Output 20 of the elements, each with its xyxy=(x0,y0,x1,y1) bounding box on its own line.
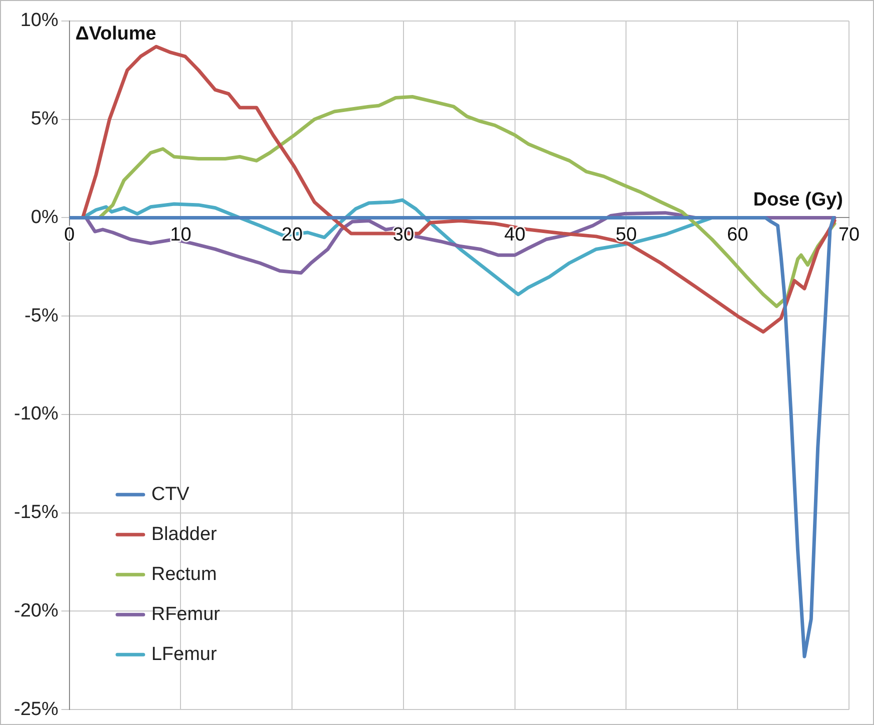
y-tick-label: 0% xyxy=(30,206,58,228)
y-tick-label: -25% xyxy=(14,698,58,720)
y-axis-title: ΔVolume xyxy=(75,24,156,45)
legend-label: Rectum xyxy=(151,564,217,585)
x-axis-title: Dose (Gy) xyxy=(753,189,843,210)
y-tick-label: -15% xyxy=(14,502,58,524)
y-tick-label: -20% xyxy=(14,600,58,622)
legend-label: Bladder xyxy=(151,524,218,545)
legend-label: RFemur xyxy=(151,604,221,625)
x-tick-label: 70 xyxy=(838,224,860,246)
y-tick-label: -10% xyxy=(14,404,58,425)
y-tick-label: 5% xyxy=(30,108,58,130)
legend-label: LFemur xyxy=(151,644,218,665)
x-tick-label: 40 xyxy=(504,224,526,246)
y-tick-label: -5% xyxy=(24,305,58,326)
x-tick-label: 50 xyxy=(616,224,637,246)
legend-label: CTV xyxy=(151,484,190,505)
x-tick-label: 60 xyxy=(727,224,748,246)
y-tick-label: 10% xyxy=(20,10,58,32)
x-tick-label: 0 xyxy=(64,224,75,246)
